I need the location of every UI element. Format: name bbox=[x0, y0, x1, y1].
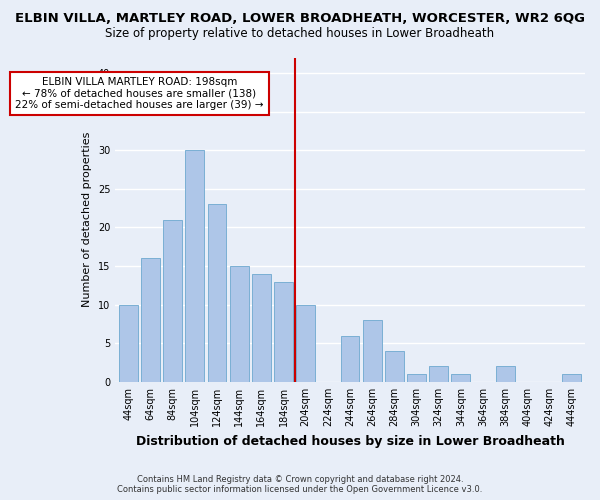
Text: ELBIN VILLA, MARTLEY ROAD, LOWER BROADHEATH, WORCESTER, WR2 6QG: ELBIN VILLA, MARTLEY ROAD, LOWER BROADHE… bbox=[15, 12, 585, 26]
Text: ELBIN VILLA MARTLEY ROAD: 198sqm
← 78% of detached houses are smaller (138)
22% : ELBIN VILLA MARTLEY ROAD: 198sqm ← 78% o… bbox=[15, 77, 264, 110]
Bar bbox=[163, 220, 182, 382]
Bar bbox=[296, 304, 315, 382]
Bar bbox=[451, 374, 470, 382]
Bar bbox=[562, 374, 581, 382]
Bar bbox=[252, 274, 271, 382]
Bar bbox=[230, 266, 248, 382]
Bar bbox=[119, 304, 138, 382]
Bar bbox=[496, 366, 515, 382]
Bar bbox=[385, 351, 404, 382]
Bar bbox=[341, 336, 359, 382]
Bar bbox=[429, 366, 448, 382]
Bar bbox=[274, 282, 293, 382]
Bar bbox=[363, 320, 382, 382]
Bar bbox=[407, 374, 426, 382]
Y-axis label: Number of detached properties: Number of detached properties bbox=[82, 132, 92, 308]
Text: Contains HM Land Registry data © Crown copyright and database right 2024.
Contai: Contains HM Land Registry data © Crown c… bbox=[118, 474, 482, 494]
Text: Size of property relative to detached houses in Lower Broadheath: Size of property relative to detached ho… bbox=[106, 28, 494, 40]
Bar bbox=[208, 204, 226, 382]
X-axis label: Distribution of detached houses by size in Lower Broadheath: Distribution of detached houses by size … bbox=[136, 434, 565, 448]
Bar bbox=[185, 150, 205, 382]
Bar bbox=[141, 258, 160, 382]
